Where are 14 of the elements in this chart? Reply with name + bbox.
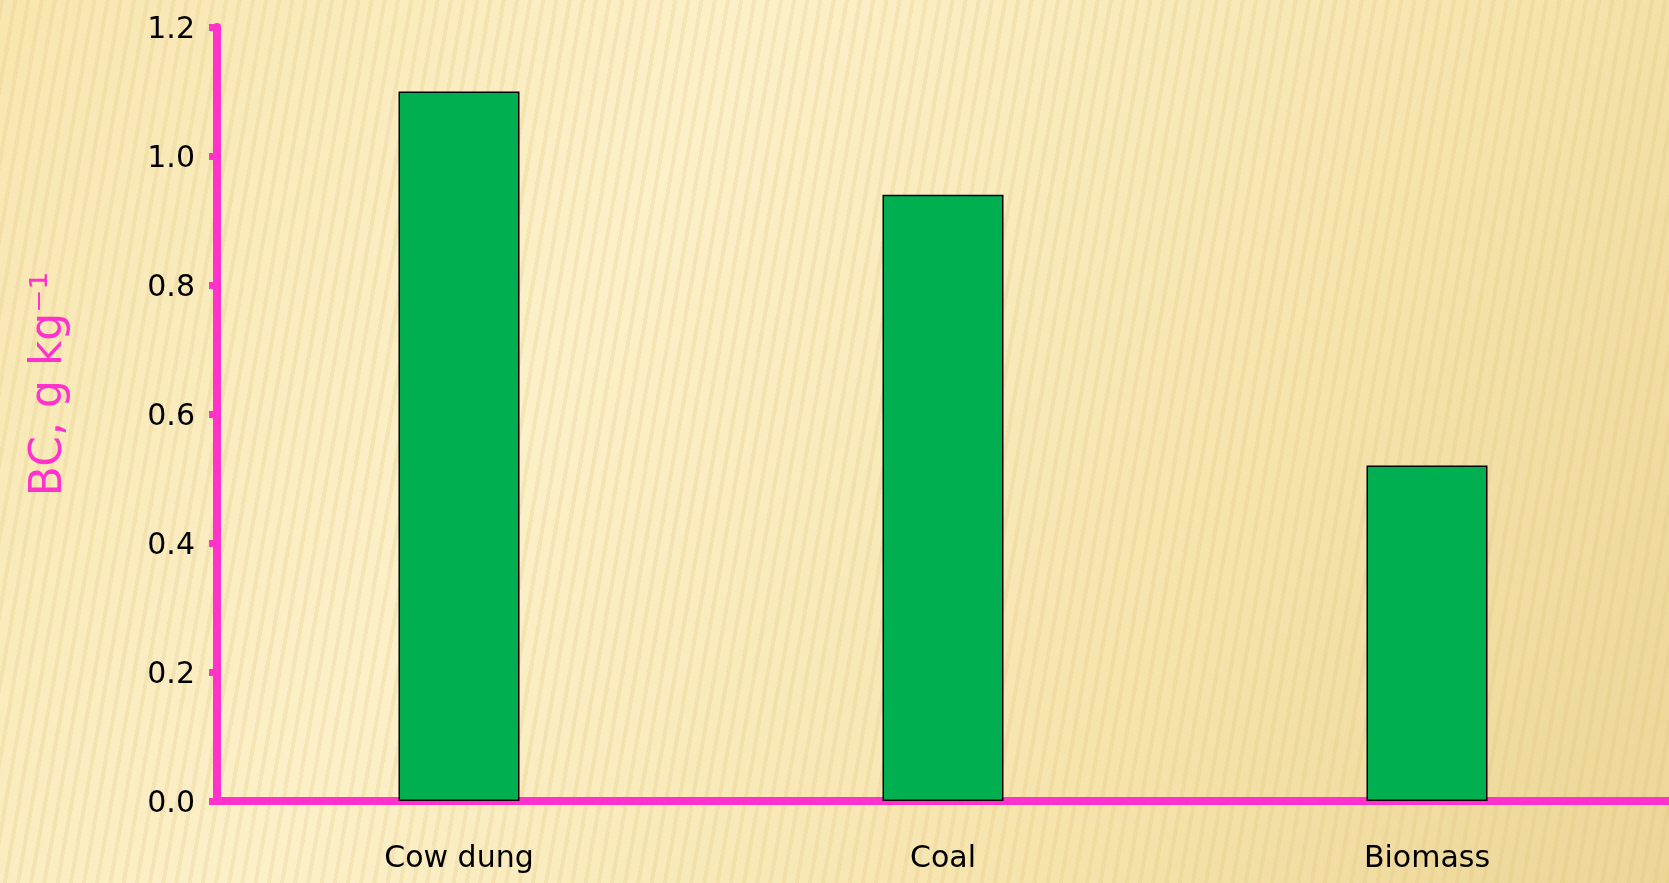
y-tick-label: 1.0 xyxy=(147,138,195,174)
y-tick-label: 0.4 xyxy=(147,525,195,561)
y-axis-title: BC, g kg⁻¹ xyxy=(19,271,71,497)
bar xyxy=(398,91,520,801)
x-tick-label: Coal xyxy=(909,838,977,874)
y-tick-label: 0.2 xyxy=(147,654,195,690)
y-tick-label: 0.0 xyxy=(147,783,195,819)
y-tick-label: 0.8 xyxy=(147,267,195,303)
y-tick-label: 0.6 xyxy=(147,396,195,432)
x-tick-label: Cow dung xyxy=(384,838,534,874)
bar xyxy=(882,194,1004,801)
y-tick-label: 1.2 xyxy=(147,9,195,45)
bar xyxy=(1366,465,1488,801)
x-tick-label: Biomass xyxy=(1363,838,1491,874)
